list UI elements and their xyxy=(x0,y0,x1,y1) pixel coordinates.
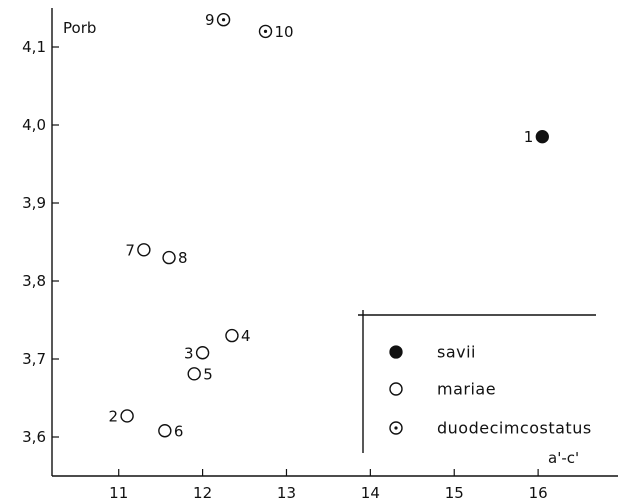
x-tick-label: 11 xyxy=(109,484,128,502)
x-tick-label: 16 xyxy=(529,484,548,502)
legend-label: duodecimcostatus xyxy=(437,419,592,438)
point-label: 1 xyxy=(524,128,534,146)
point-mariae xyxy=(158,424,172,438)
y-axis-label: Porb xyxy=(63,19,96,37)
y-tick-label: 3,7 xyxy=(22,350,46,368)
legend-marker-savii xyxy=(389,345,403,359)
x-tick-label: 12 xyxy=(193,484,212,502)
point-duodecimcostatus xyxy=(216,13,231,27)
legend-label: savii xyxy=(437,343,476,362)
point-label: 2 xyxy=(109,407,119,425)
y-axis-ticks: 3,6 3,7 3,8 3,9 4,0 4,1 xyxy=(22,38,59,446)
legend-marker-mariae xyxy=(389,382,403,396)
y-tick-label: 4,1 xyxy=(22,38,46,56)
point-mariae xyxy=(120,409,134,423)
x-axis-label: a'-c' xyxy=(548,449,579,467)
y-tick-label: 3,9 xyxy=(22,194,46,212)
point-mariae xyxy=(195,346,210,360)
point-label: 7 xyxy=(125,241,135,259)
axes xyxy=(51,8,618,477)
data-points: 1 2 3 4 5 6 7 8 9 10 xyxy=(109,11,549,440)
point-label: 8 xyxy=(178,249,188,267)
x-tick-label: 13 xyxy=(277,484,296,502)
point-label: 10 xyxy=(275,23,294,41)
point-savii xyxy=(535,130,549,144)
x-tick-label: 15 xyxy=(445,484,464,502)
y-tick-label: 3,8 xyxy=(22,272,46,290)
point-mariae xyxy=(187,367,201,381)
y-tick-label: 3,6 xyxy=(22,428,46,446)
legend-marker-duodecimcostatus xyxy=(389,421,403,435)
x-axis-ticks: 11 12 13 14 15 16 xyxy=(109,469,548,502)
x-tick-label: 14 xyxy=(361,484,380,502)
y-tick-label: 4,0 xyxy=(22,116,46,134)
point-mariae xyxy=(162,250,176,265)
point-label: 9 xyxy=(205,11,215,29)
point-label: 3 xyxy=(184,344,194,362)
legend: savii mariae duodecimcostatus xyxy=(358,310,596,453)
legend-label: mariae xyxy=(437,380,496,399)
point-mariae xyxy=(225,328,239,343)
point-label: 4 xyxy=(241,327,251,345)
point-label: 6 xyxy=(174,422,184,440)
point-duodecimcostatus xyxy=(258,24,273,39)
point-label: 5 xyxy=(203,365,213,383)
point-mariae xyxy=(137,243,151,257)
